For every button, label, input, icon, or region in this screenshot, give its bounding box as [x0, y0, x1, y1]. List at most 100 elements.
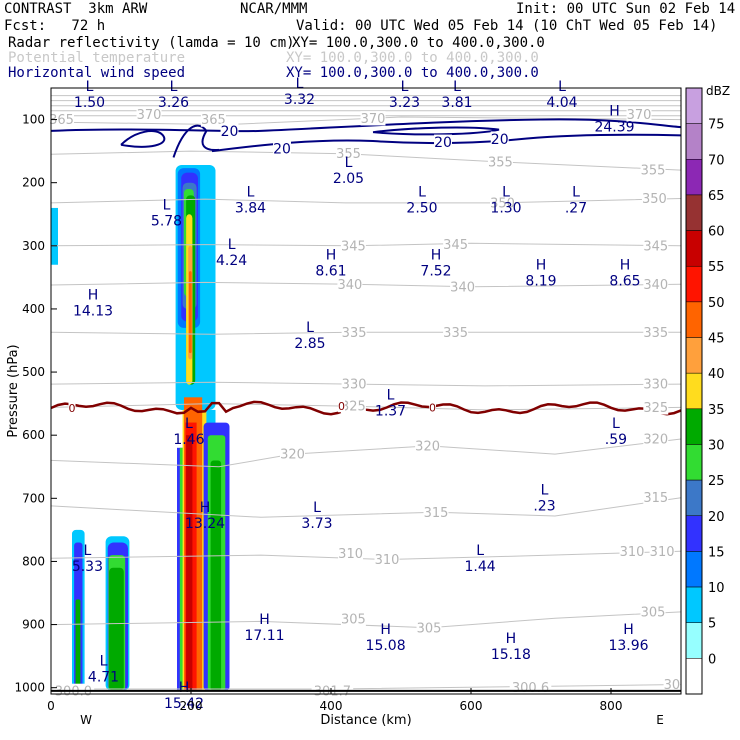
- theta-contour-label: 300.6: [512, 681, 549, 696]
- reflectivity-west-edge: [51, 207, 58, 265]
- extremum-marker: H: [326, 248, 337, 264]
- colorbar-swatch: [685, 123, 703, 160]
- extremum-marker: L: [100, 653, 108, 669]
- y-tick-label: 700: [22, 491, 45, 505]
- x-tick-label: 200: [180, 699, 203, 713]
- extremum-marker: L: [541, 482, 549, 498]
- wind-contour-label-bg: [490, 131, 509, 147]
- theta-contour-line: [50, 611, 682, 629]
- colorbar-tick-label: 30: [708, 438, 725, 453]
- extremum-value: 3.84: [235, 200, 266, 216]
- theta-contour-label-bg: [643, 431, 669, 447]
- theta-contour-label-bg: [360, 111, 386, 126]
- plot-frame: [50, 87, 682, 695]
- y-tick-label: 600: [22, 428, 45, 442]
- colorbar-tick-label: 60: [708, 225, 725, 240]
- extremum-marker: L: [163, 198, 171, 214]
- theta-contour-label-bg: [649, 544, 675, 559]
- theta-contour-label: 355: [488, 155, 513, 170]
- extremum-value: 15.08: [366, 638, 406, 654]
- extremum-marker: L: [502, 184, 510, 200]
- colorbar-tick-label: 10: [708, 581, 725, 596]
- theta-contour-label-bg: [443, 325, 469, 340]
- theta-contour-label-bg: [643, 277, 669, 292]
- theta-contour-label-bg: [643, 490, 669, 505]
- extremum-marker: L: [387, 388, 395, 404]
- extremum-value: 5.78: [151, 214, 182, 230]
- extremum-value: 5.33: [72, 559, 103, 575]
- zero-contour-label: 0: [69, 402, 76, 415]
- theta-contour-label: 320: [643, 433, 668, 448]
- theta-contour-label-bg: [643, 400, 669, 415]
- theta-contour-label-bg: [487, 154, 513, 170]
- extremum-value: 2.05: [333, 171, 364, 187]
- wind-contour-label-bg: [273, 140, 291, 157]
- extremum-marker: H: [623, 622, 634, 638]
- reflectivity-lower-55dbz: [186, 435, 193, 691]
- y-tick-label: 500: [22, 365, 45, 379]
- extremum-value: 8.65: [609, 274, 640, 290]
- colorbar-tick-label: 65: [708, 189, 725, 204]
- extremum-value: 4.24: [216, 253, 247, 269]
- extremum-marker: L: [83, 543, 91, 559]
- theta-contour-label-bg: [374, 552, 400, 567]
- valid-time: Valid: 00 UTC Wed 05 Feb 14 (10 ChT Wed …: [296, 18, 718, 34]
- colorbar-tick-label: 0: [708, 652, 716, 667]
- extremum-marker: L: [418, 184, 426, 200]
- theta-contour-label: 300.0: [55, 684, 92, 699]
- theta-contour-label-bg: [626, 107, 652, 122]
- wind-speed-contour: [50, 118, 682, 133]
- extremum-value: 3.26: [158, 95, 189, 111]
- reflectivity-cell90-30dbz: [109, 567, 124, 691]
- extremum-marker: H: [179, 680, 190, 696]
- theta-contour-label: 370: [627, 108, 652, 123]
- theta-contour-label: 310: [338, 547, 363, 562]
- colorbar-tick-label: 20: [708, 510, 725, 525]
- theta-contour-label: 325: [341, 400, 366, 415]
- theta-contour-label: 30: [664, 678, 681, 693]
- forecast-hour: Fcst: 72 h: [4, 18, 106, 34]
- extremum-marker: H: [506, 631, 517, 647]
- extremum-marker: L: [572, 184, 580, 200]
- extremum-marker: L: [86, 79, 94, 95]
- theta-contour-label: 310: [375, 553, 400, 568]
- y-tick-label: 1000: [14, 681, 45, 695]
- y-tick-label: 900: [22, 618, 45, 632]
- theta-contour-label-bg: [337, 277, 363, 292]
- extremum-value: .23: [533, 498, 555, 514]
- theta-contour-label-bg: [619, 544, 645, 559]
- y-tick-label: 300: [22, 239, 45, 253]
- extremum-marker: H: [88, 287, 99, 303]
- extremum-value: 2.50: [406, 200, 437, 216]
- colorbar-swatch: [685, 479, 703, 517]
- extremum-value: 3.73: [301, 516, 332, 532]
- theta-contour-label-bg: [200, 112, 226, 127]
- colorbar-swatch: [685, 444, 703, 481]
- theta-contour-line: [50, 242, 682, 247]
- colorbar-swatch: [685, 658, 703, 695]
- theta-contour-label: 301.7: [314, 684, 351, 699]
- theta-contour-line: [50, 497, 682, 518]
- extremum-marker: H: [200, 500, 211, 516]
- org-label: NCAR/MMM: [240, 1, 308, 17]
- x-tick-label: 600: [460, 699, 483, 713]
- colorbar-swatch: [685, 551, 703, 588]
- theta-contour-label-bg: [443, 237, 469, 252]
- extremum-value: 3.81: [441, 95, 472, 111]
- theta-contour-label-bg: [340, 238, 366, 253]
- theta-contour-label: 330: [643, 378, 668, 393]
- y-tick-label: 100: [22, 113, 45, 127]
- zero-contour-label: 0: [338, 400, 345, 413]
- theta-contour-label-bg: [340, 611, 366, 627]
- theta-contour-label: 305: [641, 605, 666, 620]
- extremum-marker: H: [536, 258, 547, 274]
- extremum-value: 7.52: [420, 264, 451, 280]
- extremum-value: 4.04: [546, 95, 577, 111]
- y-tick-label: 800: [22, 554, 45, 568]
- extremum-value: 3.23: [389, 95, 420, 111]
- theta-contour-label: 370: [137, 108, 162, 123]
- theta-contour-label: 340: [643, 278, 668, 293]
- east-label: E: [656, 713, 664, 727]
